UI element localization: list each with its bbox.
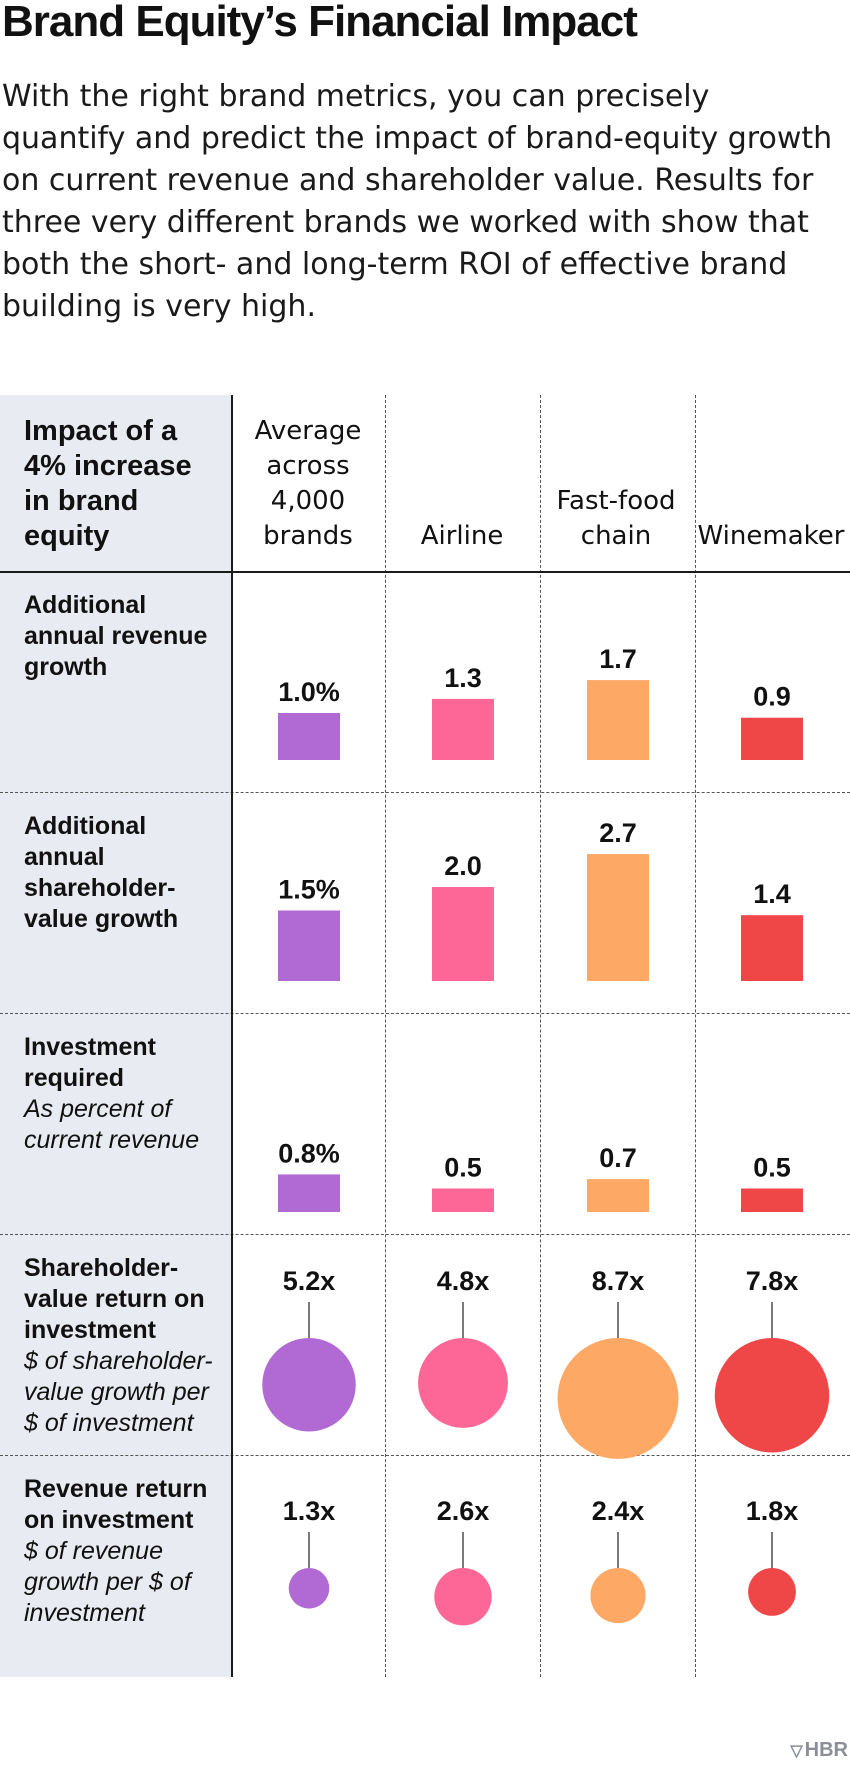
data-label: 1.5% <box>278 875 340 905</box>
row-divider <box>0 1234 850 1235</box>
data-label: 1.7 <box>599 644 637 674</box>
shield-icon: ▽ <box>790 1743 803 1760</box>
data-label: 5.2x <box>283 1266 336 1296</box>
data-label: 7.8x <box>746 1266 799 1296</box>
bar <box>432 887 494 981</box>
row-label-main: Investment required <box>24 1033 156 1092</box>
chart-title: Brand Equity’s Financial Impact <box>2 0 638 46</box>
data-label: 4.8x <box>437 1266 490 1296</box>
column-header-divider <box>0 571 850 573</box>
data-label: 1.3x <box>283 1496 336 1526</box>
row-divider <box>0 792 850 793</box>
row-label-main: Additional annual revenue growth <box>24 591 208 681</box>
data-label: 0.8% <box>278 1138 340 1168</box>
row-label-sub: $ of shareholder-value growth per $ of i… <box>24 1347 213 1437</box>
bar <box>278 713 340 760</box>
data-label: 1.3 <box>444 663 482 693</box>
column-header-airline: Airline <box>420 521 504 551</box>
bar <box>741 717 803 760</box>
row-label-sub: $ of revenue growth per $ of investment <box>24 1537 191 1627</box>
bar <box>278 1174 340 1212</box>
column-divider <box>385 395 386 1677</box>
bubble <box>262 1338 356 1432</box>
data-label: 0.5 <box>444 1153 482 1183</box>
hbr-logo-text: HBR <box>804 1739 848 1761</box>
column-header-fast-food: Fast-food chain <box>556 486 676 551</box>
bubble <box>748 1568 796 1616</box>
bar <box>432 698 494 760</box>
data-label: 0.5 <box>753 1153 791 1183</box>
data-label: 0.9 <box>753 682 791 712</box>
column-header-average: Average across 4,000 brands <box>254 416 362 551</box>
hbr-logo: ▽ HBR <box>790 1739 848 1762</box>
data-label: 1.8x <box>746 1496 799 1526</box>
intro-text: With the right brand metrics, you can pr… <box>2 79 833 324</box>
bar <box>587 854 649 981</box>
bubble <box>288 1568 330 1609</box>
corner-label: Impact of a 4% increase in brand equity <box>24 415 192 552</box>
bar <box>278 910 340 981</box>
data-label: 1.0% <box>278 677 340 707</box>
column-divider <box>695 395 696 1677</box>
data-label: 0.7 <box>599 1143 637 1173</box>
row-label-shareholder-value-roi: Shareholder-value return on investment $… <box>24 1253 224 1439</box>
row-label-main: Revenue return on investment <box>24 1475 208 1534</box>
row-label-main: Shareholder-value return on investment <box>24 1254 205 1344</box>
row-label-revenue-roi: Revenue return on investment $ of revenu… <box>24 1474 224 1629</box>
row-label-main: Additional annual shareholder-value grow… <box>24 812 179 933</box>
bubble <box>590 1568 646 1624</box>
bubble <box>557 1338 679 1459</box>
bar <box>587 680 649 760</box>
row-label-shareholder-value-growth: Additional annual shareholder-value grow… <box>24 811 224 935</box>
column-header-winemaker: Winemaker <box>697 521 845 551</box>
bar <box>587 1179 649 1212</box>
row-label-sub: As percent of current revenue <box>24 1095 200 1154</box>
bar <box>741 915 803 981</box>
row-header-divider <box>231 395 233 1677</box>
data-label: 1.4 <box>753 879 791 909</box>
row-header-background <box>0 395 232 1677</box>
data-label: 2.7 <box>599 818 637 848</box>
bubble <box>434 1568 492 1626</box>
bubble <box>714 1338 830 1453</box>
data-label: 2.0 <box>444 851 482 881</box>
row-label-revenue-growth: Additional annual revenue growth <box>24 590 224 683</box>
data-label: 2.4x <box>592 1496 645 1526</box>
row-label-investment-required: Investment required As percent of curren… <box>24 1032 224 1156</box>
bar <box>432 1188 494 1212</box>
bubble <box>418 1338 508 1428</box>
row-divider <box>0 1013 850 1014</box>
row-divider <box>0 1455 850 1456</box>
column-divider <box>540 395 541 1677</box>
data-label: 8.7x <box>592 1266 645 1296</box>
bar <box>741 1188 803 1212</box>
data-label: 2.6x <box>437 1496 490 1526</box>
